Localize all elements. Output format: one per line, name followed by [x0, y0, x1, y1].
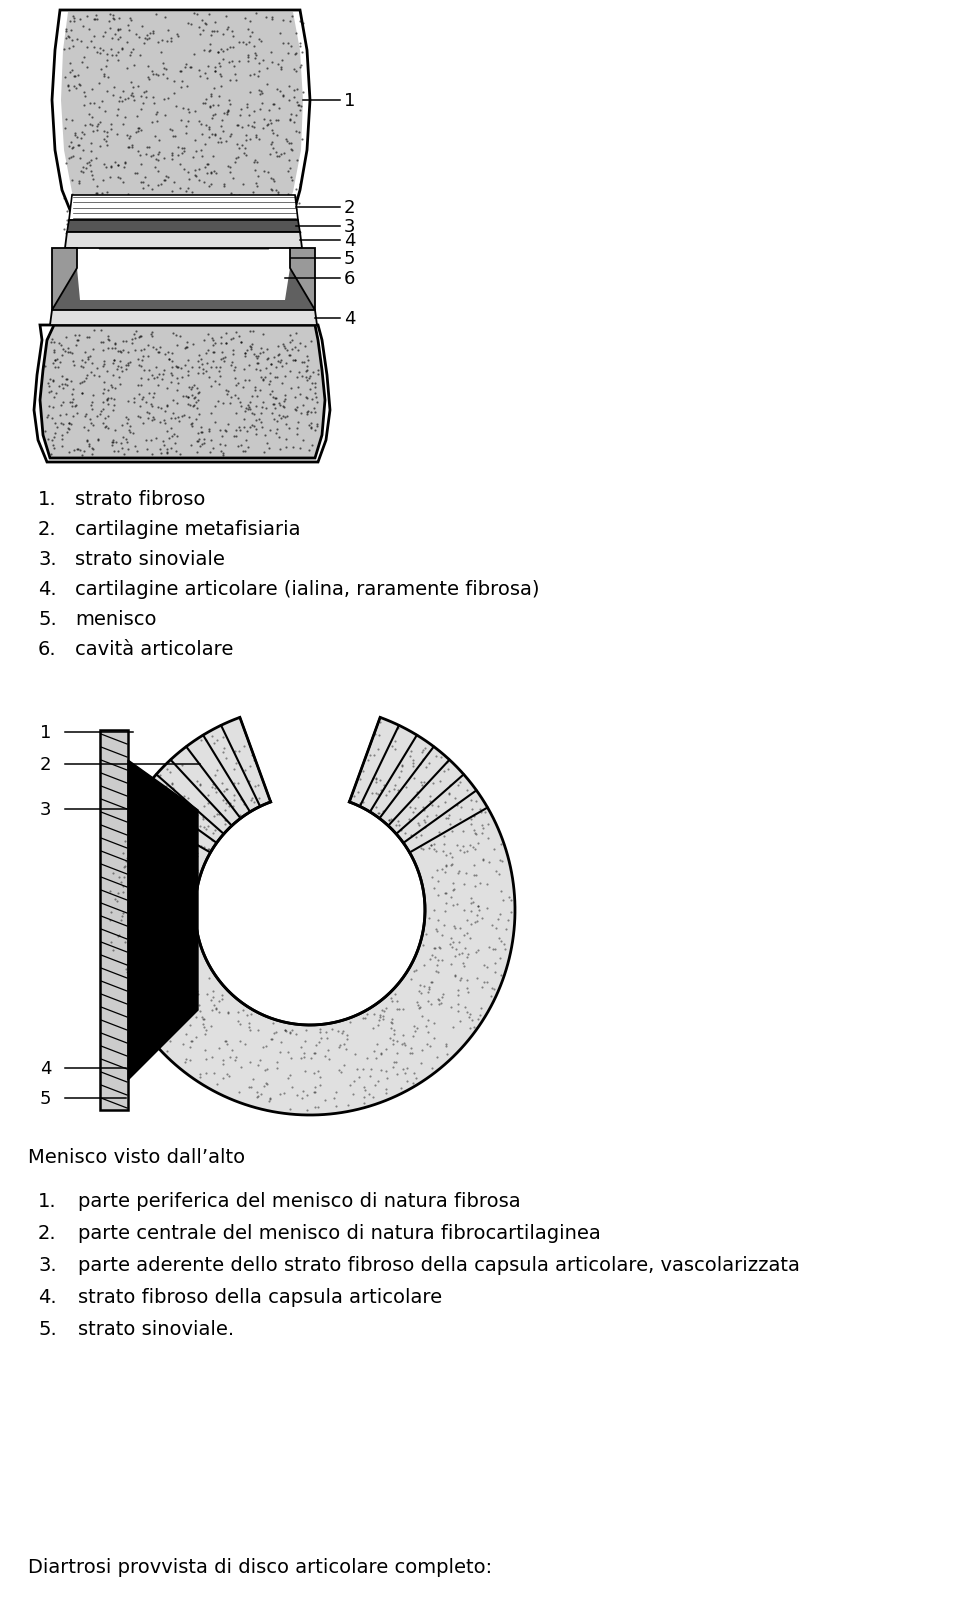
Text: 3.: 3. — [38, 1257, 57, 1274]
Text: Menisco visto dall’alto: Menisco visto dall’alto — [28, 1148, 245, 1167]
Text: parte aderente dello strato fibroso della capsula articolare, vascolarizzata: parte aderente dello strato fibroso dell… — [78, 1257, 800, 1274]
Polygon shape — [290, 248, 315, 309]
Text: 2.: 2. — [38, 1225, 57, 1242]
Text: parte centrale del menisco di natura fibrocartilaginea: parte centrale del menisco di natura fib… — [78, 1225, 601, 1242]
Text: 5: 5 — [40, 1090, 52, 1108]
Polygon shape — [40, 325, 325, 458]
Text: 5.: 5. — [38, 1319, 57, 1339]
Polygon shape — [105, 718, 515, 1116]
Text: cartilagine metafisiaria: cartilagine metafisiaria — [75, 519, 300, 539]
Text: cavità articolare: cavità articolare — [75, 640, 233, 659]
Text: 1.: 1. — [38, 491, 57, 510]
Text: strato sinoviale: strato sinoviale — [75, 550, 225, 569]
Polygon shape — [50, 309, 317, 325]
Polygon shape — [52, 10, 310, 248]
Polygon shape — [69, 196, 298, 220]
Polygon shape — [128, 760, 198, 1080]
Text: strato fibroso: strato fibroso — [75, 491, 205, 510]
Text: 5: 5 — [344, 250, 355, 268]
Text: 3: 3 — [40, 802, 52, 819]
Text: 3.: 3. — [38, 550, 57, 569]
Text: 3: 3 — [344, 218, 355, 236]
Text: 4: 4 — [40, 1060, 52, 1077]
Text: 1.: 1. — [38, 1193, 57, 1210]
Text: 5.: 5. — [38, 611, 57, 628]
Text: 6: 6 — [344, 269, 355, 289]
Text: 2: 2 — [40, 757, 52, 774]
Polygon shape — [65, 232, 302, 248]
Text: 2.: 2. — [38, 519, 57, 539]
Text: strato sinoviale.: strato sinoviale. — [78, 1319, 234, 1339]
Text: 4.: 4. — [38, 1287, 57, 1306]
Text: 1: 1 — [40, 725, 52, 742]
Text: parte periferica del menisco di natura fibrosa: parte periferica del menisco di natura f… — [78, 1193, 520, 1210]
Polygon shape — [61, 11, 303, 244]
Text: 6.: 6. — [38, 640, 57, 659]
Text: 4: 4 — [344, 309, 355, 329]
Text: 4.: 4. — [38, 580, 57, 600]
Polygon shape — [52, 248, 315, 309]
Bar — [100, 729, 128, 1109]
Polygon shape — [52, 248, 77, 309]
Text: 1: 1 — [344, 91, 355, 111]
Text: cartilagine articolare (ialina, raramente fibrosa): cartilagine articolare (ialina, rarament… — [75, 580, 540, 600]
Text: strato fibroso della capsula articolare: strato fibroso della capsula articolare — [78, 1287, 443, 1306]
Polygon shape — [67, 220, 300, 232]
Text: menisco: menisco — [75, 611, 156, 628]
Text: 4: 4 — [344, 232, 355, 250]
Text: Diartrosi provvista di disco articolare completo:: Diartrosi provvista di disco articolare … — [28, 1558, 492, 1577]
Text: 2: 2 — [344, 199, 355, 216]
